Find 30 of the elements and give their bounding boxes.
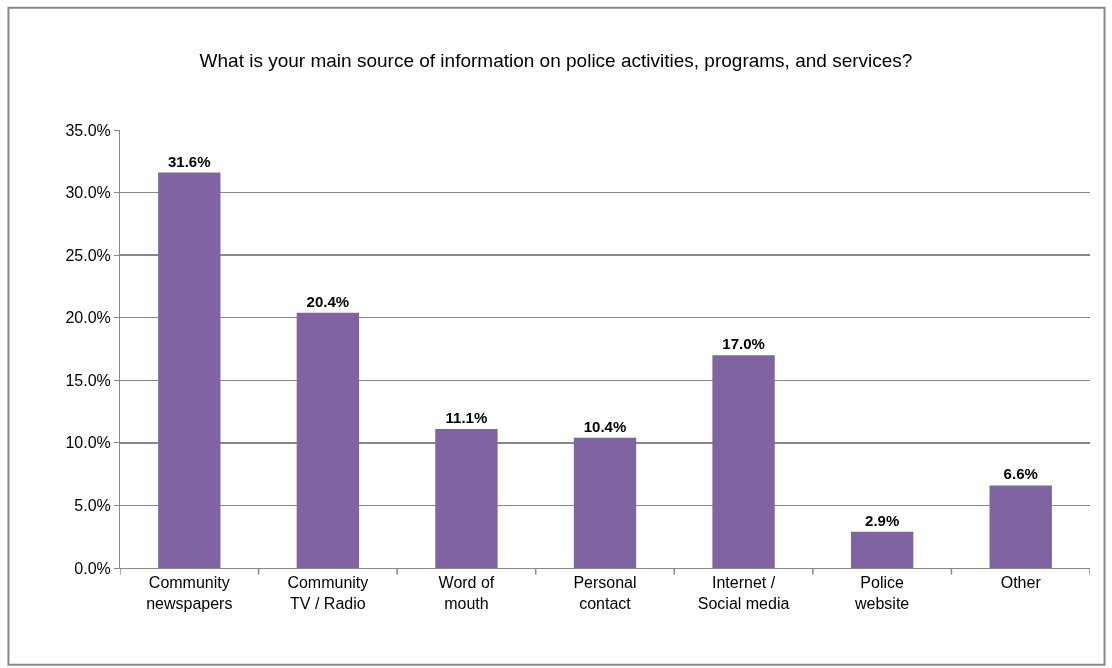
y-tick-label: 30.0%	[65, 184, 111, 202]
bar	[435, 429, 498, 568]
data-label: 2.9%	[865, 511, 900, 529]
y-tick-label: 20.0%	[65, 309, 111, 327]
x-tick-label: Word of mouth	[438, 574, 495, 612]
y-tick-label: 10.0%	[65, 434, 111, 452]
bar	[296, 312, 360, 568]
data-label: 31.6%	[168, 152, 211, 170]
bar	[850, 531, 914, 568]
y-tick-label: 15.0%	[65, 371, 111, 389]
x-tick-label: Community TV / Radio	[287, 574, 369, 612]
y-tick-label: 35.0%	[65, 121, 111, 139]
bar	[989, 485, 1052, 568]
y-tick-label: 5.0%	[74, 497, 111, 515]
y-tick-label: 0.0%	[74, 559, 111, 577]
bar	[573, 437, 637, 568]
bar	[158, 172, 221, 568]
data-label: 20.4%	[306, 292, 350, 310]
x-tick-label: Personal contact	[573, 574, 637, 612]
x-tick-label: Other	[1000, 574, 1042, 592]
data-label: 11.1%	[445, 409, 488, 427]
data-label: 6.6%	[1003, 465, 1038, 483]
x-tick-label: Community newspapers	[146, 574, 233, 612]
data-label: 17.0%	[722, 335, 765, 353]
x-tick-label: Police website	[854, 574, 910, 612]
y-tick-label: 25.0%	[65, 246, 111, 264]
data-label: 10.4%	[583, 417, 627, 435]
x-tick-label: Internet / Social media	[697, 574, 790, 612]
bar	[712, 355, 775, 568]
chart-title: What is your main source of information on police activities, programs, and services?	[199, 49, 913, 71]
